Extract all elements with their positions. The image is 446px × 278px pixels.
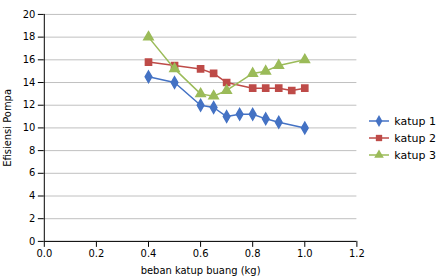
html-text:katup 3: katup 3 bbox=[394, 148, 436, 162]
svg-text:0.4: 0.4 bbox=[141, 248, 157, 259]
svg-text:0.8: 0.8 bbox=[245, 248, 261, 259]
svg-text:1.2: 1.2 bbox=[349, 248, 365, 259]
svg-text:0.0: 0.0 bbox=[36, 248, 52, 259]
svg-text:Efisiensi Pompa: Efisiensi Pompa bbox=[2, 89, 13, 167]
svg-text:12: 12 bbox=[23, 99, 36, 110]
svg-text:4: 4 bbox=[29, 190, 35, 201]
html-text:katup 1: katup 1 bbox=[394, 114, 436, 128]
svg-text:1.0: 1.0 bbox=[297, 248, 313, 259]
svg-text:0: 0 bbox=[29, 236, 35, 247]
svg-text:10: 10 bbox=[23, 122, 36, 133]
svg-text:14: 14 bbox=[23, 77, 36, 88]
svg-text:0.2: 0.2 bbox=[88, 248, 104, 259]
svg-text:2: 2 bbox=[29, 213, 35, 224]
html-text:katup 2: katup 2 bbox=[394, 131, 436, 145]
svg-text:8: 8 bbox=[29, 145, 35, 156]
svg-text:6: 6 bbox=[29, 167, 35, 178]
svg-text:18: 18 bbox=[23, 31, 36, 42]
svg-text:16: 16 bbox=[23, 54, 36, 65]
svg-text:0.6: 0.6 bbox=[193, 248, 209, 259]
svg-text:beban katup buang (kg): beban katup buang (kg) bbox=[141, 265, 261, 276]
svg-text:20: 20 bbox=[23, 9, 36, 20]
